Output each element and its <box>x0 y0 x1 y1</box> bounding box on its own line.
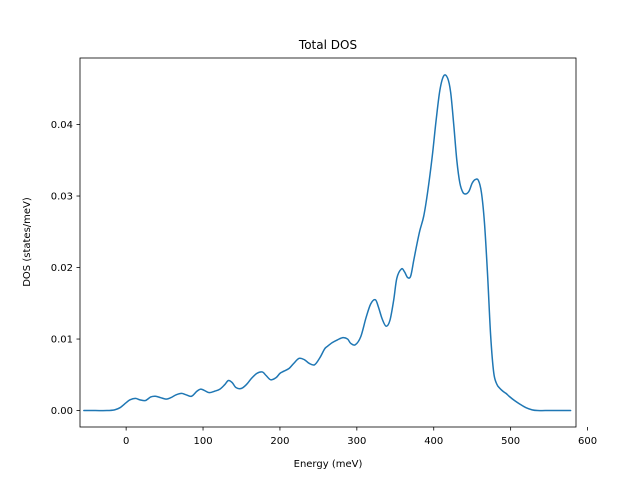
x-tick-label: 200 <box>270 436 289 447</box>
x-tick-label: 0 <box>123 436 129 447</box>
chart-title: Total DOS <box>298 38 357 52</box>
x-tick-label: 600 <box>578 436 597 447</box>
axes-frame <box>79 57 577 428</box>
y-axis-label: DOS (states/meV) <box>22 197 33 287</box>
x-tick-label: 100 <box>193 436 212 447</box>
x-axis-ticks: 0 100 200 300 400 500 600 <box>123 427 597 447</box>
series-line-total-dos <box>83 74 572 412</box>
y-axis-ticks: 0.00 0.01 0.02 0.03 0.04 <box>51 120 80 417</box>
x-tick-label: 400 <box>424 436 443 447</box>
y-tick-label: 0.04 <box>51 120 73 131</box>
x-axis-label: Energy (meV) <box>294 459 363 470</box>
y-tick-label: 0.02 <box>51 263 73 274</box>
y-tick-label: 0.00 <box>51 406 73 417</box>
x-tick-label: 500 <box>501 436 520 447</box>
y-tick-label: 0.03 <box>51 192 73 203</box>
y-tick-label: 0.01 <box>51 335 73 346</box>
plot-area <box>79 57 577 428</box>
x-tick-label: 300 <box>347 436 366 447</box>
